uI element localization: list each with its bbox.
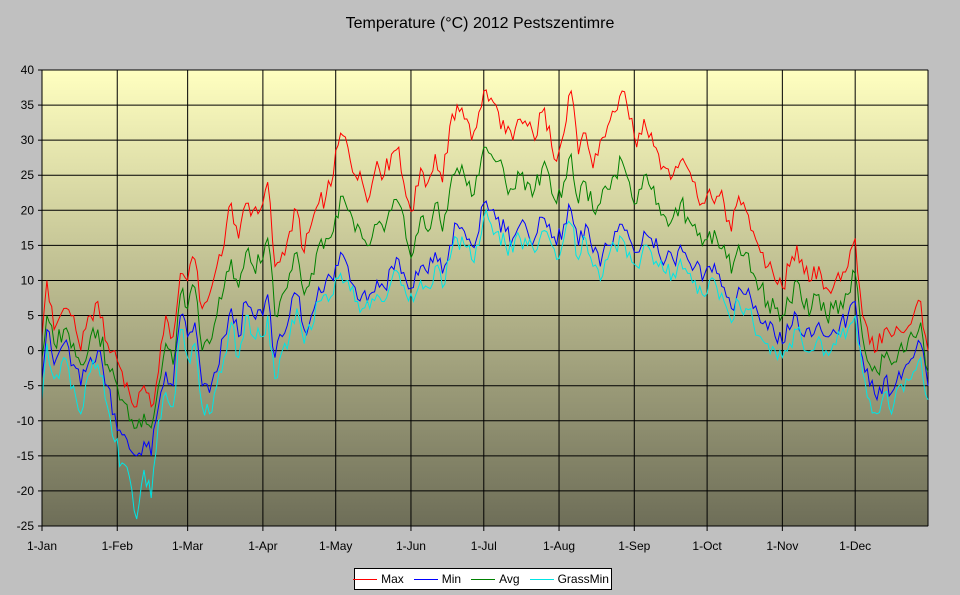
plot-area bbox=[41, 69, 929, 527]
y-tick-label: -5 bbox=[23, 379, 34, 393]
legend-label: Min bbox=[441, 572, 462, 586]
y-tick-label: -15 bbox=[17, 449, 35, 463]
x-tick-label: 1-Aug bbox=[543, 539, 575, 553]
x-tick-label: 1-Nov bbox=[766, 539, 798, 553]
x-tick-label: 1-Mar bbox=[172, 539, 203, 553]
legend-swatch bbox=[353, 578, 378, 580]
series-line-max bbox=[41, 89, 929, 408]
y-tick-label: 30 bbox=[21, 133, 35, 147]
x-tick-label: 1-Oct bbox=[692, 539, 722, 553]
y-tick-label: 0 bbox=[27, 344, 34, 358]
chart-title: Temperature (°C) 2012 Pestszentimre bbox=[345, 15, 615, 32]
x-tick-label: 1-Jan bbox=[27, 539, 57, 553]
y-tick-label: 5 bbox=[27, 309, 34, 323]
series-line-avg bbox=[41, 146, 929, 429]
legend-item-grassmin: GrassMin bbox=[529, 572, 609, 586]
series-line-min bbox=[41, 200, 929, 457]
y-tick-label: -20 bbox=[17, 484, 35, 498]
legend-item-min: Min bbox=[413, 572, 462, 586]
x-tick-label: 1-Apr bbox=[248, 539, 277, 553]
y-tick-label: -25 bbox=[17, 519, 35, 533]
x-tick-label: 1-Jun bbox=[396, 539, 426, 553]
series-lines bbox=[41, 89, 929, 520]
y-tick-label: 40 bbox=[21, 63, 35, 77]
x-tick-label: 1-Sep bbox=[618, 539, 650, 553]
legend: Max Min Avg GrassMin bbox=[353, 568, 612, 590]
y-tick-label: 10 bbox=[21, 273, 35, 287]
legend-item-avg: Avg bbox=[471, 572, 520, 586]
y-tick-label: 35 bbox=[21, 98, 35, 112]
legend-swatch bbox=[413, 578, 438, 580]
legend-label: GrassMin bbox=[557, 572, 609, 586]
legend-item-max: Max bbox=[353, 572, 404, 586]
y-tick-label: 20 bbox=[21, 203, 35, 217]
axes: 40 35 30 25 20 15 10 5 0 -5 -10 -15 -20 -25 1-Jan 1-Feb… bbox=[17, 63, 928, 553]
x-tick-label: 1-Dec bbox=[839, 539, 871, 553]
legend-label: Avg bbox=[499, 572, 520, 586]
x-tick-label: 1-May bbox=[319, 539, 352, 553]
series-line-grassmin bbox=[41, 207, 929, 520]
legend-swatch bbox=[471, 578, 496, 580]
x-tick-label: 1-Feb bbox=[102, 539, 134, 553]
legend-label: Max bbox=[381, 572, 404, 586]
y-tick-label: -10 bbox=[17, 414, 35, 428]
y-tick-label: 25 bbox=[21, 168, 35, 182]
x-tick-label: 1-Jul bbox=[471, 539, 497, 553]
grid-lines bbox=[41, 69, 929, 527]
y-tick-label: 15 bbox=[21, 238, 35, 252]
legend-swatch bbox=[529, 578, 554, 580]
